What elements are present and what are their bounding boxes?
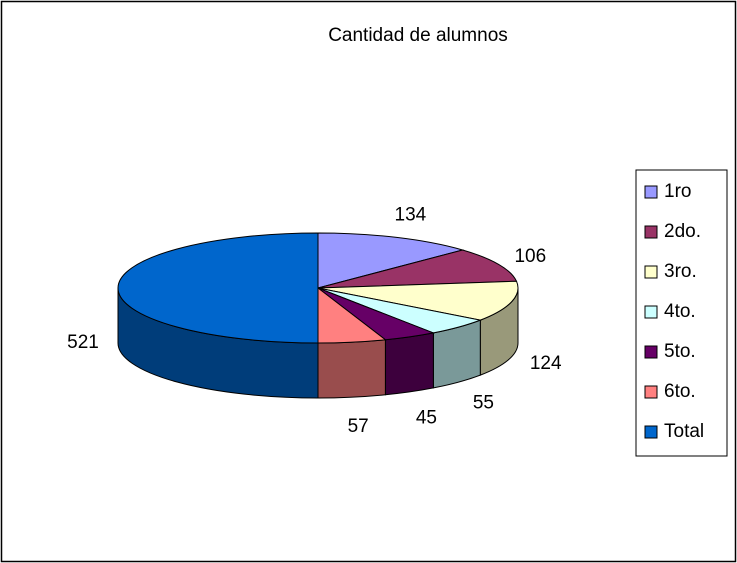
legend-label: 2do.: [664, 221, 701, 242]
chart-title: Cantidad de alumnos: [328, 25, 508, 46]
data-label: 134: [395, 204, 427, 225]
legend-swatch: [644, 185, 658, 199]
slice: [317, 249, 518, 289]
legend-swatch: [644, 265, 658, 279]
legend-label: Total: [664, 421, 704, 442]
data-label: 521: [67, 332, 99, 353]
legend-swatch: [644, 305, 658, 319]
legend-label: 4to.: [664, 301, 696, 322]
slice-side: [317, 339, 386, 399]
legend-swatch: [644, 225, 658, 239]
data-label: 55: [473, 392, 494, 413]
legend-label: 1ro: [664, 181, 691, 202]
legend-swatch: [644, 425, 658, 439]
legend-swatch: [644, 345, 658, 359]
legend-label: 3ro.: [664, 261, 697, 282]
data-label: 45: [416, 407, 437, 428]
slice: [317, 232, 465, 289]
slice: [117, 232, 319, 344]
legend-label: 6to.: [664, 381, 696, 402]
slice: [317, 280, 519, 321]
data-label: 106: [514, 246, 546, 267]
legend-label: 5to.: [664, 341, 696, 362]
legend-swatch: [644, 385, 658, 399]
data-label: 57: [348, 416, 369, 437]
slice-side: [384, 332, 434, 396]
data-label: 124: [530, 353, 562, 374]
